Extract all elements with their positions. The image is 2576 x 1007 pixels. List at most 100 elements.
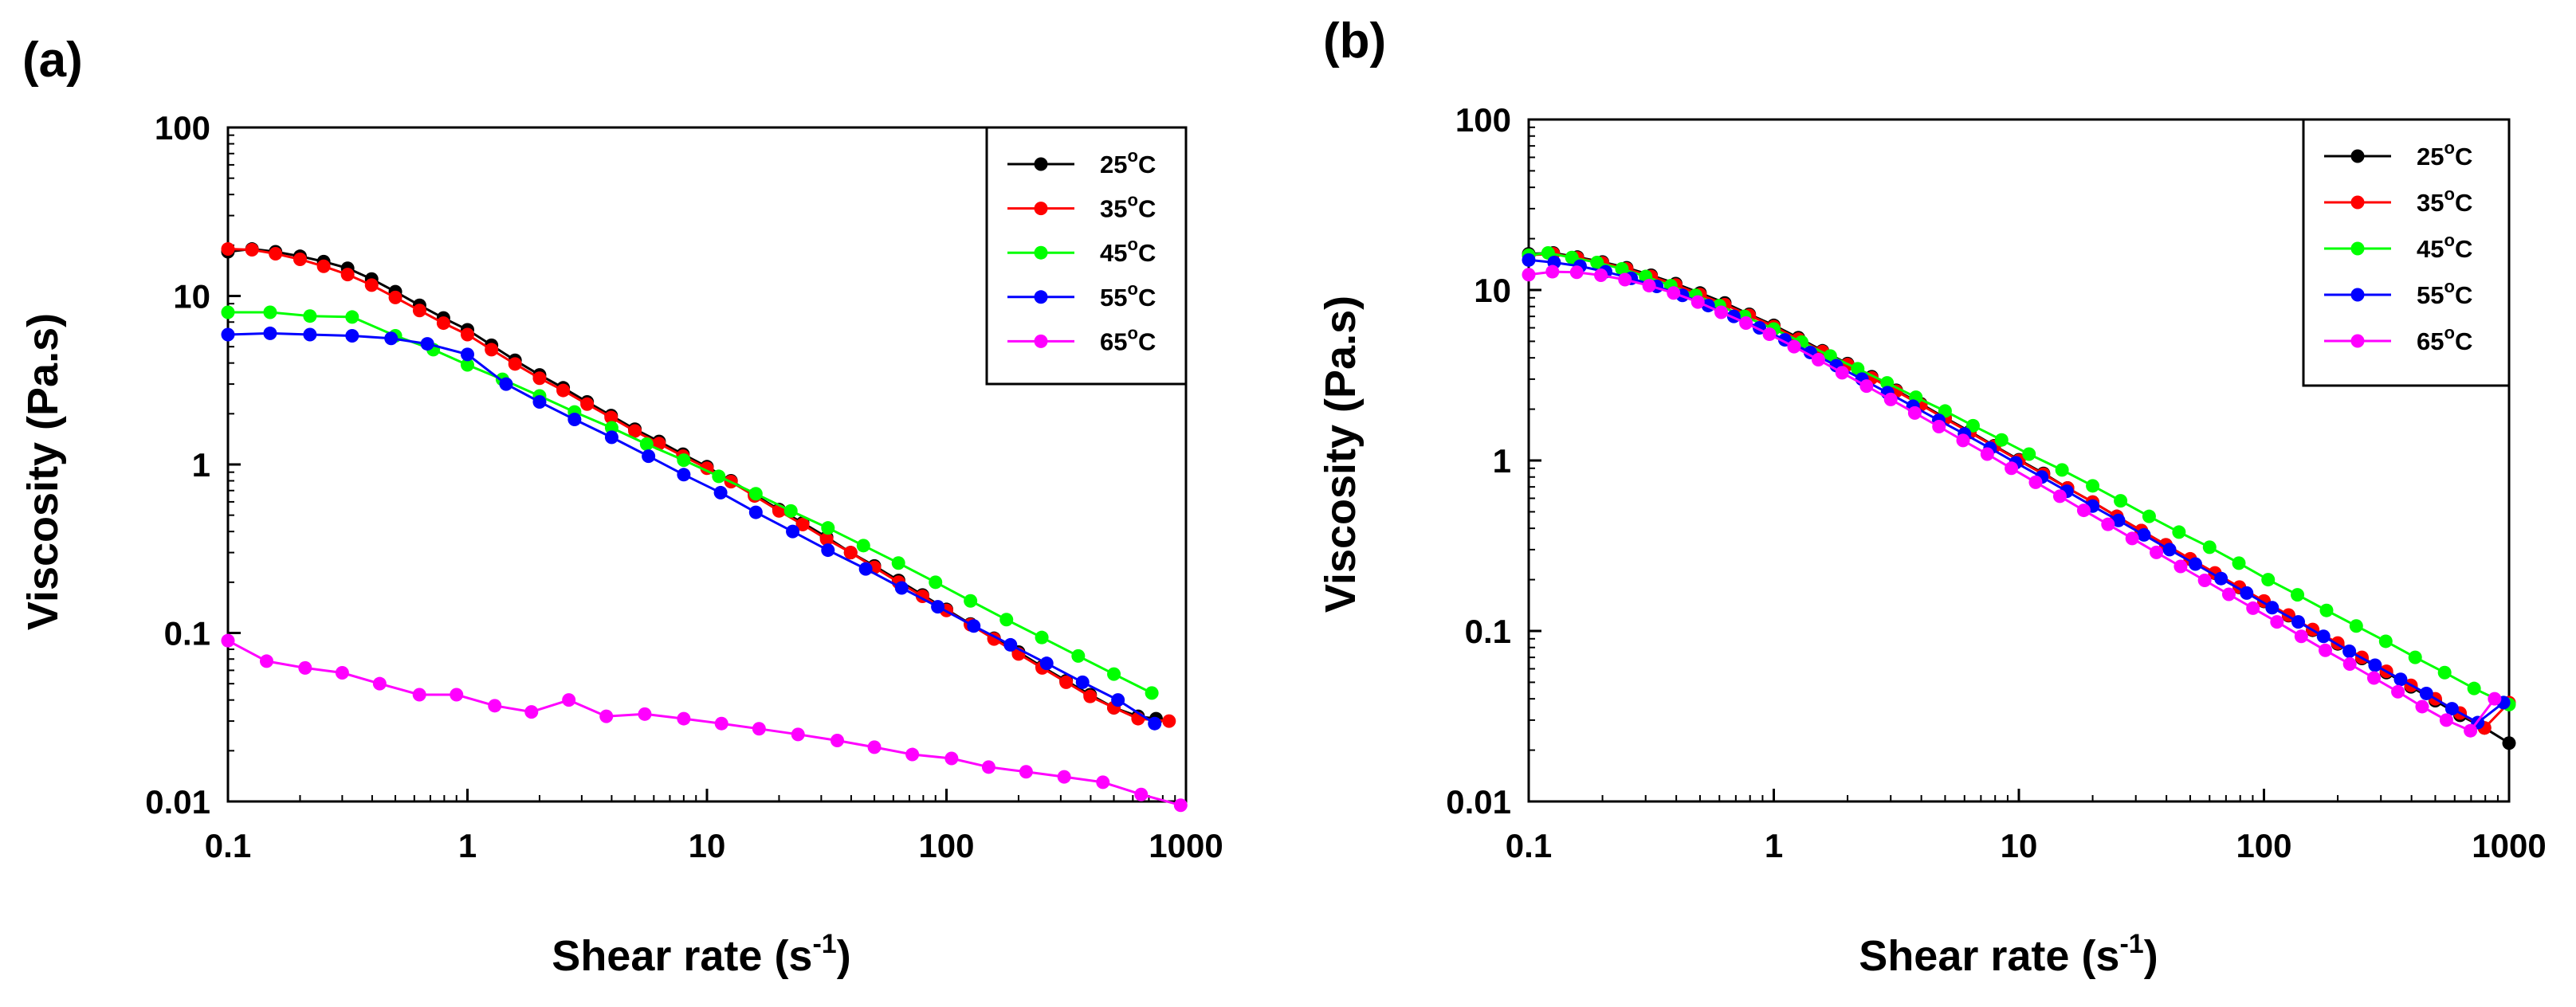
data-point-55 [384,331,399,346]
data-point-65 [2101,517,2115,531]
data-point-45 [2349,619,2363,633]
legend-label-unit-c: C [1138,327,1156,355]
data-point-65 [2174,559,2188,574]
data-point-45 [345,310,359,324]
data-point-65 [677,711,691,726]
data-point-35 [340,268,355,282]
data-point-35 [412,304,426,318]
legend-label-unit-c: C [1138,151,1156,178]
data-point-55 [2444,702,2459,716]
legend-label-value: 65 [1100,327,1127,355]
data-point-65 [1811,353,1825,367]
data-point-65 [1956,433,1970,448]
y-tick-label: 0.01 [145,783,210,821]
legend-label-value: 45 [1100,239,1127,267]
legend-label-unit-o: o [2444,323,2454,343]
legend-marker [1034,202,1048,216]
data-point-55 [2162,543,2177,557]
x-tick-label: 1 [1765,827,1783,864]
data-point-65 [1667,286,1681,300]
data-point-65 [2246,601,2260,615]
data-point-65 [1569,265,1584,280]
chart-panel-b: (b) Viscosity (Pa.s) Shear rate (s-1) 0.… [1317,14,2547,980]
legend-label-unit-o: o [2444,276,2454,296]
legend-label-unit-o: o [1127,323,1137,343]
legend-label-unit-o: o [1127,190,1137,210]
data-point-45 [748,487,763,501]
data-point-55 [2393,672,2408,687]
data-point-65 [2439,713,2453,727]
data-point-65 [221,633,235,648]
legend-label-value: 55 [2417,281,2444,309]
chart-panel-a: (a) Viscosity (Pa.s) Shear rate (s-1) 0.… [19,33,1223,980]
data-point-65 [2415,699,2429,714]
data-point-55 [1039,656,1054,671]
data-point-55 [420,337,434,351]
legend-label-unit-c: C [1138,239,1156,267]
data-point-65 [1690,295,1705,309]
data-point-45 [821,521,835,535]
data-point-55 [2240,586,2254,600]
data-point-35 [580,397,595,411]
data-point-35 [1162,714,1176,728]
data-point-45 [2114,494,2128,508]
data-point-65 [1545,264,1560,279]
data-point-35 [843,546,858,560]
data-point-35 [269,247,283,261]
y-axis-title-a-wrap: Viscosity (Pa.s) [19,313,67,630]
legend-label-value: 35 [1100,195,1127,223]
data-point-35 [532,371,547,386]
data-point-65 [1739,315,1753,330]
data-point-65 [1594,268,1608,283]
data-point-45 [2232,556,2246,570]
data-point-55 [303,327,317,342]
y-axis-title-b-wrap: Viscosity (Pa.s) [1317,296,1365,613]
data-point-65 [905,747,920,762]
data-point-25 [2502,736,2516,750]
x-axis-title-a-sup: -1 [812,929,836,959]
data-point-45 [1590,255,1604,269]
data-point-45 [856,539,870,553]
data-point-35 [604,410,618,425]
legend-label: 45oC [2417,230,2472,263]
data-point-55 [2316,629,2331,644]
data-point-55 [1522,253,1536,267]
data-point-55 [2137,527,2151,542]
series-group [221,242,1188,813]
data-point-45 [2408,650,2422,664]
data-point-45 [2378,634,2393,648]
data-point-65 [412,688,426,702]
data-point-55 [1111,693,1125,707]
data-point-65 [2270,615,2284,629]
data-point-55 [604,430,618,445]
legend-label-unit-c: C [1138,195,1156,223]
y-tick-label: 1 [192,446,210,484]
data-point-65 [752,722,766,736]
data-point-65 [372,676,387,691]
legend-marker [2350,241,2365,256]
y-axis-title-b: Viscosity (Pa.s) [1317,296,1365,613]
legend-label: 35oC [1100,190,1156,223]
data-point-45 [712,469,726,484]
data-point-65 [2221,587,2236,601]
legend-label: 25oC [1100,146,1156,178]
data-point-35 [293,253,307,267]
data-point-45 [461,358,474,372]
data-point-65 [1173,798,1188,813]
data-point-35 [316,259,331,273]
legend-marker [1034,290,1048,304]
x-axis-title-a-main: Shear rate (s [552,932,812,980]
legend-marker [1034,157,1048,171]
data-point-65 [1835,366,1849,380]
data-point-65 [450,688,464,702]
data-point-65 [2488,692,2502,706]
legend-label-unit-o: o [1127,146,1137,166]
data-point-65 [1522,268,1536,282]
x-tick-label: 10 [2001,827,2038,864]
data-point-35 [485,343,499,357]
data-point-45 [1071,648,1086,663]
data-point-45 [929,575,943,590]
data-point-45 [999,613,1014,627]
data-point-35 [388,290,402,304]
